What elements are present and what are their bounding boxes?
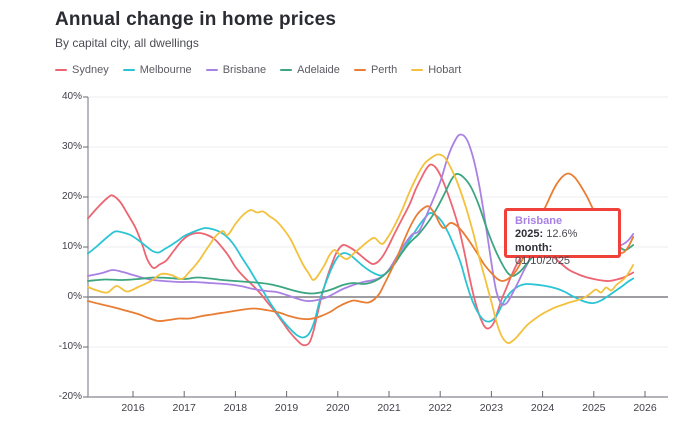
x-tick-label: 2018	[223, 402, 248, 414]
legend-label: Sydney	[72, 64, 109, 76]
y-tick-label: 10%	[61, 241, 82, 252]
series-line-perth[interactable]	[87, 172, 635, 322]
y-tick-label: 40%	[61, 91, 82, 102]
tooltip-month-label: month:	[515, 241, 553, 254]
legend-item-perth[interactable]: Perth	[353, 64, 398, 76]
page-title: Annual change in home prices	[55, 9, 337, 30]
tooltip-year-label: 2025:	[515, 228, 544, 240]
legend-label: Hobart	[428, 64, 462, 76]
legend-swatch-icon	[411, 69, 424, 71]
x-tick-label: 2023	[479, 402, 504, 414]
x-tick-label: 2017	[172, 402, 196, 414]
legend-swatch-icon	[353, 69, 366, 71]
legend-swatch-icon	[55, 69, 67, 71]
legend-label: Perth	[370, 64, 398, 76]
legend-swatch-icon	[205, 69, 218, 71]
legend-label: Adelaide	[297, 64, 340, 76]
tooltip-month-line: month: 01/10/2025	[515, 242, 610, 269]
x-tick-label: 2019	[274, 402, 299, 414]
tooltip-city: Brisbane	[515, 215, 563, 227]
series-line-hobart[interactable]	[87, 153, 635, 344]
legend-item-brisbane[interactable]: Brisbane	[205, 64, 267, 76]
y-tick-label: 0%	[67, 291, 82, 302]
series-line-melbourne[interactable]	[87, 212, 635, 339]
legend-item-sydney[interactable]: Sydney	[55, 64, 109, 76]
x-tick-label: 2020	[326, 402, 350, 414]
x-tick-label: 2021	[377, 402, 401, 414]
legend-swatch-icon	[280, 69, 293, 71]
tooltip-year-line: 2025: 12.6%	[515, 228, 610, 242]
tooltip-year-value: 12.6%	[546, 228, 578, 240]
x-tick-label: 2025	[582, 402, 606, 414]
legend-item-hobart[interactable]: Hobart	[411, 64, 461, 76]
legend-label: Melbourne	[139, 64, 192, 76]
y-tick-label: -20%	[58, 391, 82, 402]
legend-item-melbourne[interactable]: Melbourne	[122, 64, 192, 76]
x-tick-label: 2026	[633, 402, 657, 414]
tooltip: Brisbane 2025: 12.6% month: 01/10/2025	[504, 208, 621, 267]
y-tick-label: 30%	[61, 141, 82, 152]
y-tick-label: 20%	[61, 191, 82, 202]
legend-label: Brisbane	[222, 64, 267, 76]
legend-swatch-icon	[122, 69, 135, 71]
x-tick-label: 2022	[428, 402, 452, 414]
y-tick-label: -10%	[58, 341, 82, 352]
legend: Sydney Melbourne Brisbane Adelaide Perth Hoba…	[55, 64, 461, 76]
legend-item-adelaide[interactable]: Adelaide	[280, 64, 340, 76]
x-tick-label: 2024	[530, 402, 555, 414]
tooltip-month-value: 01/10/2025	[515, 255, 571, 267]
x-tick-label: 2016	[121, 402, 145, 414]
page-subtitle: By capital city, all dwellings	[55, 36, 199, 50]
